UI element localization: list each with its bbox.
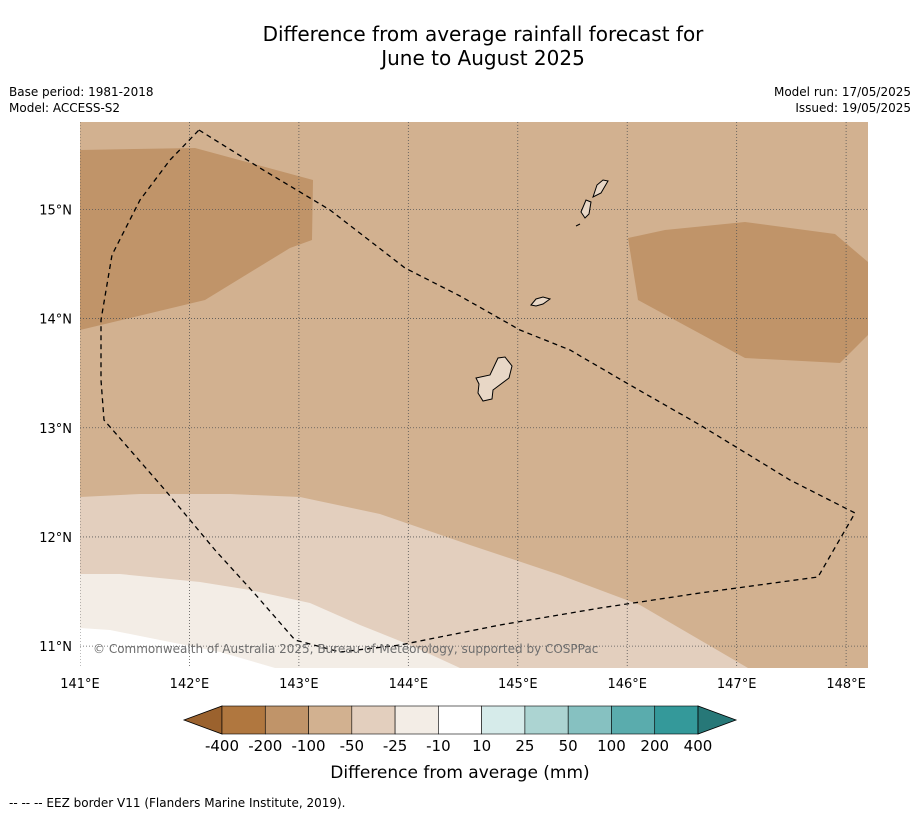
lat-label: 11°N xyxy=(39,640,72,655)
map-area: © Commonwealth of Australia 2025, Bureau… xyxy=(80,122,868,668)
model-text: Model: ACCESS-S2 xyxy=(9,101,121,115)
lon-label: 141°E xyxy=(60,677,100,692)
meta-left: Base period: 1981-2018 Model: ACCESS-S2 xyxy=(9,84,154,116)
colorbar-tick-label: 50 xyxy=(559,737,578,755)
colorbar-swatch xyxy=(567,705,612,735)
lon-label: 143°E xyxy=(279,677,319,692)
colorbar-tick-label: -400 xyxy=(205,737,239,755)
longitude-labels: 141°E 142°E 143°E 144°E 145°E 146°E 147°E 148°E xyxy=(60,677,866,692)
colorbar-swatch xyxy=(351,705,396,735)
anomaly-patch-northwest xyxy=(80,148,313,330)
colorbar-swatch xyxy=(308,705,353,735)
title-line-1: Difference from average rainfall forecas… xyxy=(262,22,704,46)
chart-title: Difference from average rainfall forecas… xyxy=(0,22,919,70)
colorbar-tick-label: 200 xyxy=(640,737,669,755)
latitude-labels: 15°N 14°N 13°N 12°N 11°N xyxy=(39,203,72,655)
meta-right: Model run: 17/05/2025 Issued: 19/05/2025 xyxy=(774,84,911,116)
lat-label: 15°N xyxy=(39,203,72,218)
lon-label: 147°E xyxy=(717,677,757,692)
colorbar-tick-label: -100 xyxy=(292,737,326,755)
colorbar-high-extension xyxy=(697,705,738,735)
colorbar-tick-label: -50 xyxy=(340,737,365,755)
colorbar-swatch xyxy=(438,705,482,735)
colorbar-swatch xyxy=(394,705,439,735)
island-guam xyxy=(475,356,513,402)
colorbar-swatch xyxy=(264,705,309,735)
colorbar-tick-label: 100 xyxy=(597,737,626,755)
colorbar-swatch xyxy=(611,705,656,735)
lat-label: 13°N xyxy=(39,422,72,437)
eez-border xyxy=(100,129,856,653)
anomaly-patch-northeast xyxy=(628,222,868,363)
base-period-text: Base period: 1981-2018 xyxy=(9,85,154,99)
island-aguijan xyxy=(575,223,581,227)
issued-text: Issued: 19/05/2025 xyxy=(795,101,911,115)
island-rota xyxy=(530,296,552,307)
lon-label: 142°E xyxy=(170,677,210,692)
model-run-text: Model run: 17/05/2025 xyxy=(773,85,911,99)
colorbar-tick-label: 25 xyxy=(515,737,534,755)
colorbar-swatch xyxy=(654,705,699,735)
colorbar-tick-label: 10 xyxy=(472,737,491,755)
colorbar-swatch xyxy=(524,705,569,735)
colorbar-swatch xyxy=(481,705,526,735)
lon-label: 144°E xyxy=(389,677,429,692)
anomaly-patch-corner xyxy=(80,628,275,668)
colorbar-title: Difference from average (mm) xyxy=(330,763,589,783)
copyright-text: © Commonwealth of Australia 2025, Bureau… xyxy=(93,642,598,656)
lon-label: 148°E xyxy=(826,677,866,692)
islands xyxy=(475,179,609,402)
lon-label: 146°E xyxy=(607,677,647,692)
eez-footnote: -- -- -- EEZ border V11 (Flanders Marine… xyxy=(9,796,346,810)
lat-label: 12°N xyxy=(39,531,72,546)
colorbar-tick-label: -10 xyxy=(426,737,451,755)
lat-label: 14°N xyxy=(39,313,72,328)
colorbar-swatch xyxy=(221,705,266,735)
island-tinian xyxy=(580,199,592,219)
graticule xyxy=(80,122,868,668)
colorbar-tick-label: 400 xyxy=(684,737,713,755)
lon-label: 145°E xyxy=(498,677,538,692)
colorbar-low-extension xyxy=(182,705,223,735)
colorbar: -400 -200 -100 -50 -25 -10 10 25 50 100 200 400 xyxy=(182,705,738,755)
title-line-2: June to August 2025 xyxy=(381,46,585,70)
island-saipan xyxy=(592,179,609,198)
colorbar-tick-label: -200 xyxy=(248,737,282,755)
colorbar-tick-label: -25 xyxy=(383,737,408,755)
